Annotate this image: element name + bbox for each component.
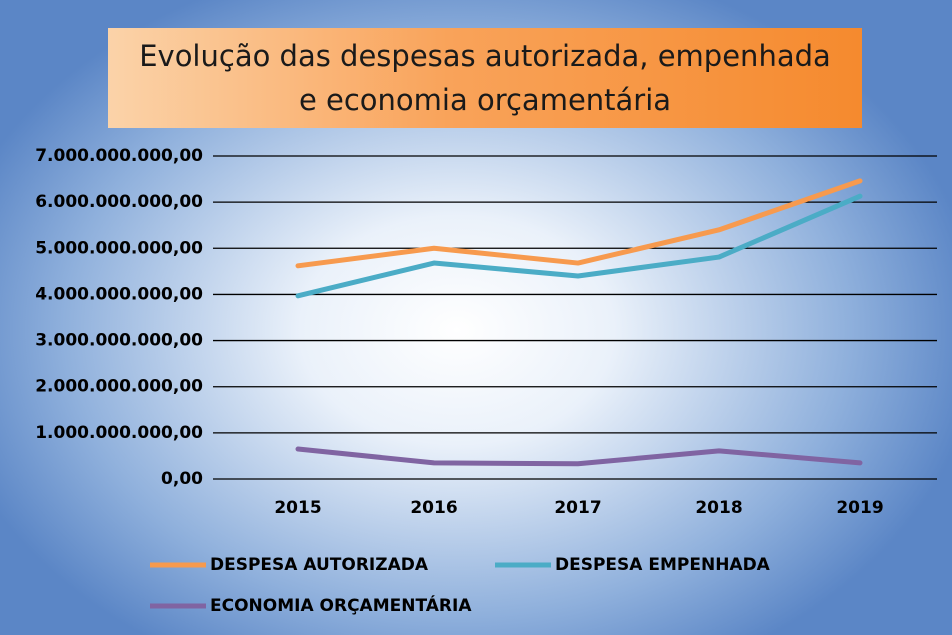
y-tick-label: 1.000.000.000,00 [35,423,203,443]
line-series [295,178,863,269]
chart-title: Evolução das despesas autorizada, empenh… [108,28,862,128]
legend-label: DESPESA AUTORIZADA [210,555,429,575]
y-tick-label: 3.000.000.000,00 [35,331,203,351]
legend-label: DESPESA EMPENHADA [555,555,771,575]
y-tick-label: 0,00 [161,469,203,489]
y-tick-label: 5.000.000.000,00 [35,238,203,258]
x-tick-label: 2016 [410,498,457,518]
y-tick-label: 2.000.000.000,00 [35,377,203,397]
line-series [295,446,863,467]
legend-label: ECONOMIA ORÇAMENTÁRIA [210,594,472,616]
x-tick-label: 2018 [695,498,742,518]
x-tick-label: 2015 [274,498,321,518]
line-series [295,193,863,299]
y-tick-label: 6.000.000.000,00 [35,192,203,212]
x-tick-label: 2017 [554,498,601,518]
y-tick-label: 4.000.000.000,00 [35,284,203,304]
x-tick-label: 2019 [836,498,883,518]
y-tick-label: 7.000.000.000,00 [35,146,203,166]
